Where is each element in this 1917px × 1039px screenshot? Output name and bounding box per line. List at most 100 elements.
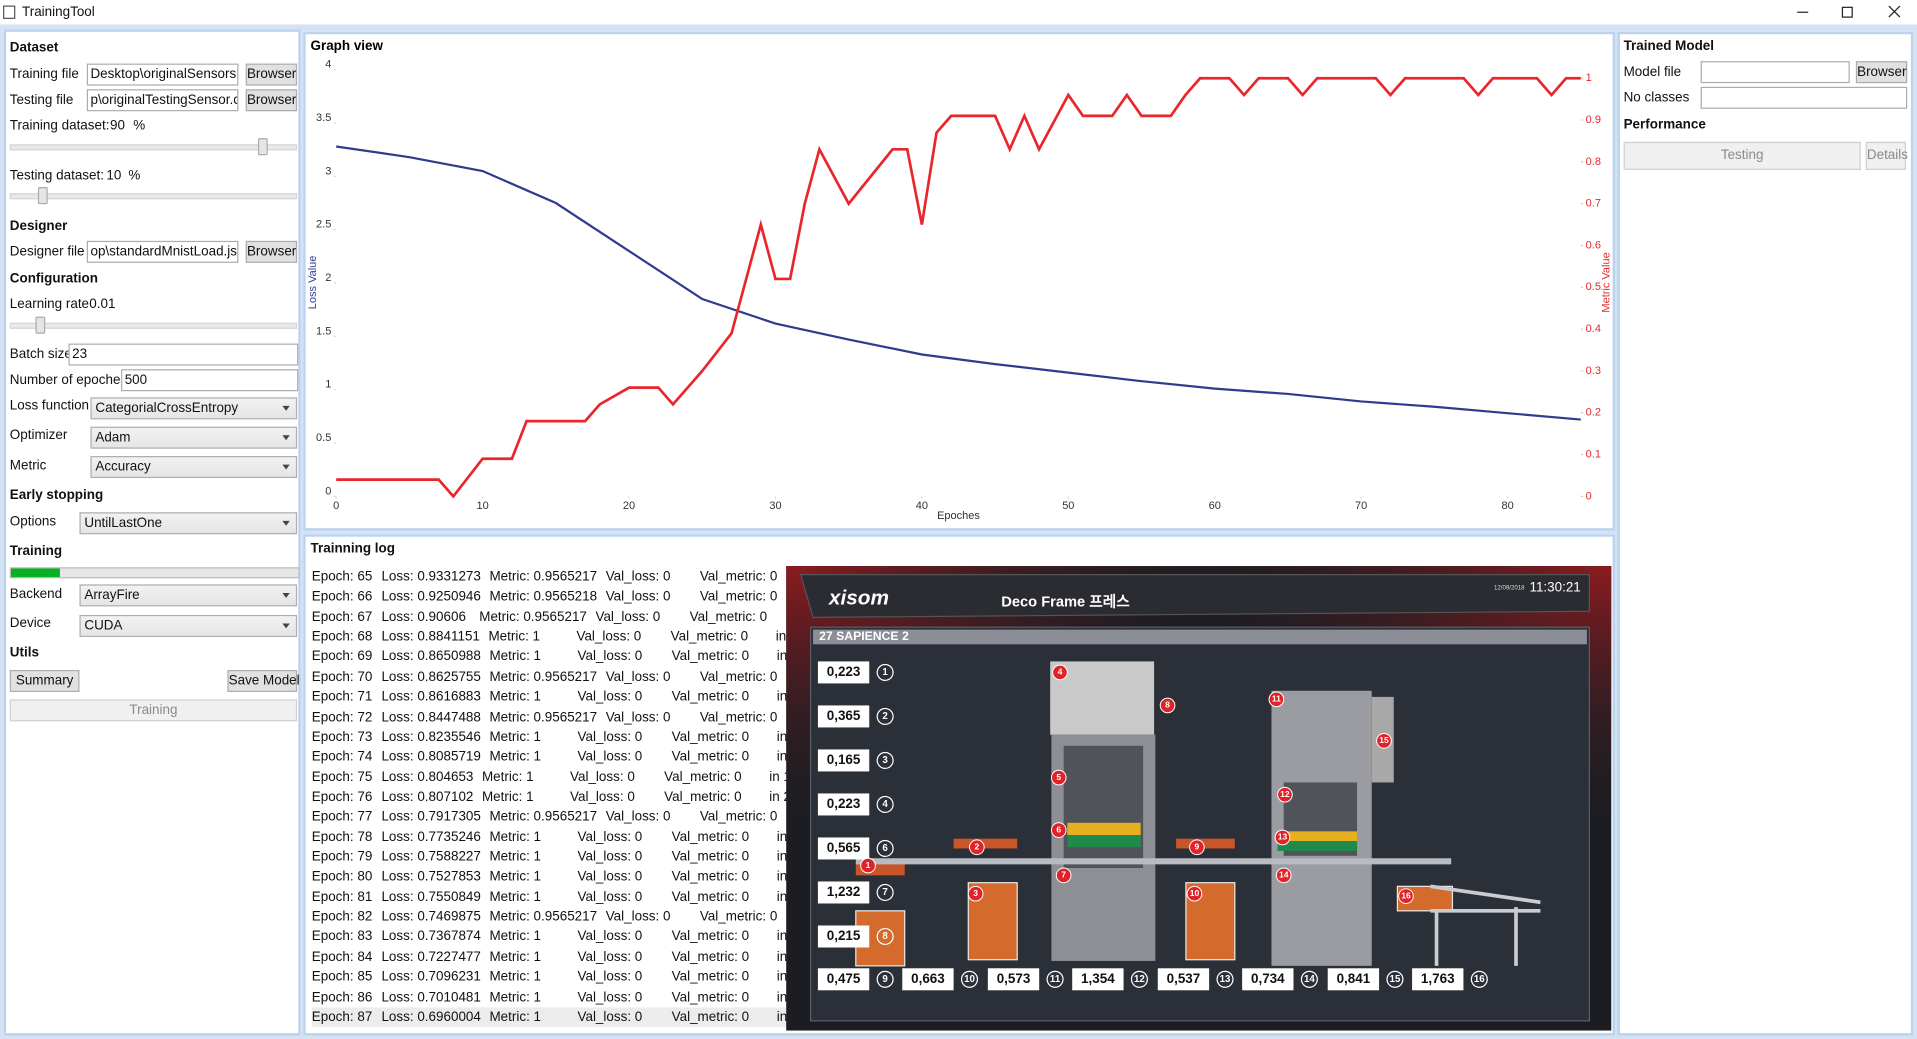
text-input[interactable]: p\originalTestingSensor.csv (86, 89, 239, 112)
log-cell: Val_loss: 0 (577, 849, 643, 865)
button[interactable]: Browser (245, 89, 298, 112)
marker-label: 2 (974, 842, 979, 852)
reading-box (817, 925, 870, 948)
button[interactable]: Browser (245, 240, 298, 263)
y2-tick-label: 1 (1586, 72, 1592, 84)
reading-value: 1,354 (1081, 971, 1115, 986)
restore-button[interactable] (1841, 6, 1853, 18)
section-heading: Designer (9, 218, 68, 234)
unit: % (128, 168, 141, 184)
log-cell: Metric: 1 (489, 649, 542, 665)
no-classes-input[interactable] (1700, 86, 1908, 109)
button[interactable]: Save Model (227, 669, 300, 692)
dropdown[interactable]: ArrayFire (79, 584, 298, 607)
button[interactable]: Summary (9, 669, 80, 692)
marker (1376, 733, 1392, 749)
log-cell: Epoch: 75 (311, 769, 373, 785)
text-input[interactable]: Desktop\originalSensors.csv (86, 63, 239, 86)
reading-id: 6 (882, 843, 888, 854)
dropdown[interactable]: CUDA (79, 614, 298, 637)
reading-value: 0,734 (1251, 971, 1285, 986)
reading-id: 15 (1390, 974, 1401, 985)
log-row: Epoch: 74 Loss: 0.8085719 Metric: 1 Val_los… (312, 747, 792, 767)
log-cell: Val_metric: 0 (699, 709, 778, 725)
y2-tick-label: 0.9 (1586, 114, 1601, 126)
log-cell: Epoch: 74 (311, 749, 373, 765)
machine (1063, 745, 1144, 869)
marker-label: 12 (1280, 789, 1290, 799)
log-cell: Val_loss: 0 (577, 889, 643, 905)
log-cell: Metric: 1 (481, 789, 534, 805)
log-cell: Loss: 0.8235546 (381, 729, 481, 745)
log-cell: Val_loss: 0 (605, 669, 671, 685)
log-row: Epoch: 66 Loss: 0.9250946 Metric: 0.956521… (312, 587, 792, 607)
log-cell: Val_metric: 0 (671, 949, 750, 965)
section-heading: Trainning log (310, 541, 395, 557)
y-tick-label: 4 (325, 59, 331, 71)
log-cell: Loss: 0.6960004 (381, 1009, 481, 1025)
y2-tick-label: 0.1 (1586, 448, 1601, 460)
progress-bar (9, 567, 300, 579)
value: 90 (110, 118, 126, 134)
log-cell: Metric: 1 (489, 689, 542, 705)
y2-tick-label: 0.5 (1586, 281, 1601, 293)
dropdown[interactable]: Accuracy (90, 456, 298, 479)
marker-label: 13 (1278, 832, 1288, 842)
model-file-input[interactable] (1700, 61, 1850, 84)
series-line (336, 145, 1581, 421)
log-cell: Val_metric: 0 (670, 629, 749, 645)
text-input[interactable]: 500 (121, 369, 299, 392)
reading-id: 16 (1474, 974, 1485, 985)
y2-axis-label: Metric Value (1600, 252, 1612, 312)
reading-id: 8 (882, 931, 888, 942)
log-cell: Metric: 1 (489, 889, 542, 905)
log-cell: Metric: 1 (489, 1009, 542, 1025)
dropdown[interactable]: UntilLastOne (79, 512, 298, 535)
reading-badge (1386, 970, 1404, 988)
press-tool (1277, 841, 1358, 851)
learning-rate-slider[interactable] (35, 316, 46, 334)
reading-badge (876, 927, 894, 946)
text-input[interactable]: op\standardMnistLoad.json (86, 240, 239, 263)
marker (967, 885, 984, 902)
log-row: Epoch: 77 Loss: 0.7917305 Metric: 0.956521… (312, 807, 792, 827)
log-cell: Metric: 1 (489, 949, 542, 965)
log-cell: Metric: 1 (488, 629, 541, 645)
label: Device (9, 616, 51, 631)
dropdown[interactable]: Adam (90, 426, 298, 449)
slider-thumb[interactable] (37, 187, 48, 205)
reading-value: 1,763 (1421, 971, 1455, 986)
slider-track (9, 322, 298, 329)
dropdown[interactable]: CategorialCrossEntropy (90, 397, 298, 420)
y-tick-label: 3 (325, 165, 331, 177)
y2-tick-label: 0.3 (1586, 365, 1601, 377)
close-button[interactable] (1888, 5, 1901, 18)
log-cell: Loss: 0.8616883 (381, 689, 481, 705)
slider-thumb[interactable] (258, 138, 269, 156)
button[interactable]: Browser (245, 63, 298, 86)
y-tick-label: 3.5 (316, 112, 331, 124)
button[interactable]: Browser (1855, 61, 1908, 84)
reading-value: 0,223 (827, 796, 861, 811)
log-cell: Metric: 1 (489, 729, 542, 745)
log-cell: Val_loss: 0 (570, 769, 635, 785)
marker (1052, 664, 1068, 681)
button[interactable]: Details (1865, 141, 1908, 170)
button[interactable]: Training (9, 699, 298, 722)
log-cell: Val_loss: 0 (605, 909, 671, 925)
reading-badge (876, 751, 894, 770)
marker (1050, 769, 1067, 786)
marker (1268, 691, 1285, 708)
marker-label: 9 (1195, 842, 1200, 852)
log-cell: Val_metric: 0 (689, 609, 768, 625)
log-row: Epoch: 69 Loss: 0.8650988 Metric: 1 Val_los… (312, 647, 792, 667)
text-input[interactable]: 23 (68, 343, 299, 366)
reading-id: 12 (1134, 974, 1145, 985)
reading-badge (960, 970, 979, 988)
section-heading: Utils (9, 645, 39, 661)
button[interactable]: Testing (1623, 141, 1861, 170)
log-cell: Val_loss: 0 (595, 609, 661, 625)
log-cell: Metric: 1 (489, 989, 542, 1005)
log-cell: Metric: 0.9565217 (479, 609, 587, 625)
